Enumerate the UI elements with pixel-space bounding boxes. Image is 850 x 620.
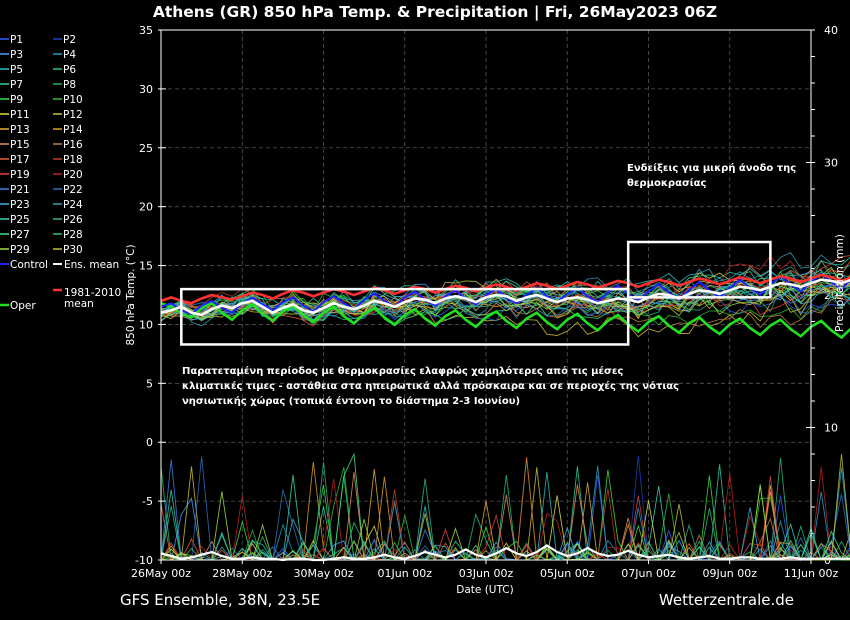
legend-label-p3: P3 bbox=[10, 49, 23, 61]
highlight-box-2 bbox=[626, 240, 772, 299]
y-tick-label: 25 bbox=[139, 142, 153, 155]
y-tick-label: 20 bbox=[139, 201, 153, 214]
x-tick-label: 11Jun 00z bbox=[784, 567, 839, 580]
x-tick-label: 28May 00z bbox=[212, 567, 272, 580]
legend-label-p23: P23 bbox=[10, 199, 30, 211]
highlight-boxes bbox=[180, 240, 772, 346]
footer-source: Wetterzentrale.de bbox=[659, 591, 794, 609]
legend-label-p26: P26 bbox=[63, 214, 83, 226]
legend-label-p6: P6 bbox=[63, 64, 76, 76]
ensemble-member-lines bbox=[160, 252, 850, 338]
legend-label-p24: P24 bbox=[63, 199, 83, 211]
legend-label-ens-mean: Ens. mean bbox=[64, 259, 119, 271]
legend-label-p13: P13 bbox=[10, 124, 30, 136]
y2-tick-label: 10 bbox=[824, 422, 838, 435]
y-tick-label: 5 bbox=[146, 377, 153, 390]
member-line-p15 bbox=[160, 265, 850, 321]
y-tick-label: 10 bbox=[139, 318, 153, 331]
legend: P1 P2 P3 P4 P5 P6 P7 P8 P9 P10 P11 P12 P13 P14 P15 P16 P… bbox=[0, 34, 121, 312]
y-tick-label: 35 bbox=[139, 24, 153, 37]
plot-frame bbox=[160, 29, 812, 561]
x-tick-label: 03Jun 00z bbox=[459, 567, 514, 580]
legend-label-p14: P14 bbox=[63, 124, 83, 136]
member-line-p7 bbox=[160, 256, 850, 313]
y-tick-label: -10 bbox=[135, 554, 153, 567]
chart-title: Athens (GR) 850 hPa Temp. & Precipitatio… bbox=[153, 3, 717, 22]
legend-label-p2: P2 bbox=[63, 34, 76, 46]
y2-tick-label: 0 bbox=[824, 554, 831, 567]
legend-label-p10: P10 bbox=[63, 94, 83, 106]
x-tick-label: 30May 00z bbox=[293, 567, 353, 580]
member-line-p16 bbox=[160, 293, 850, 329]
x-axis-ticks: 26May 00z 28May 00z 30May 00z 01Jun 00z 03Ju… bbox=[131, 557, 838, 580]
legend-label-p29: P29 bbox=[10, 244, 30, 256]
legend-label-p19: P19 bbox=[10, 169, 30, 181]
x-tick-label: 07Jun 00z bbox=[621, 567, 676, 580]
legend-label-p8: P8 bbox=[63, 79, 76, 91]
legend-label-p27: P27 bbox=[10, 229, 30, 241]
legend-label-oper: Oper bbox=[10, 300, 36, 312]
annotation-rise-line: Ενδείξεις για μικρή άνοδο της bbox=[627, 162, 796, 174]
y2-axis-label: Precipitation (mm) bbox=[834, 234, 846, 332]
annotations: Ενδείξεις για μικρή άνοδο της θερμοκρασία… bbox=[182, 162, 796, 407]
annotation-rise-line: θερμοκρασίας bbox=[627, 177, 707, 189]
x-tick-label: 09Jun 00z bbox=[703, 567, 758, 580]
legend-label-climate-mean-2: mean bbox=[64, 298, 94, 310]
legend-label-p12: P12 bbox=[63, 109, 83, 121]
annotation-period-line: νησιωτικής χώρας (τοπικά έντονη το διάστ… bbox=[182, 395, 520, 407]
legend-label-p20: P20 bbox=[63, 169, 83, 181]
legend-label-p22: P22 bbox=[63, 184, 83, 196]
legend-label-p28: P28 bbox=[63, 229, 83, 241]
x-tick-label: 05Jun 00z bbox=[540, 567, 595, 580]
member-line-p29 bbox=[160, 266, 850, 322]
x-tick-label: 01Jun 00z bbox=[378, 567, 433, 580]
x-axis-label: Date (UTC) bbox=[456, 584, 513, 596]
precip-member-lines bbox=[160, 452, 850, 562]
x-tick-label: 26May 00z bbox=[131, 567, 191, 580]
legend-label-p16: P16 bbox=[63, 139, 83, 151]
legend-label-p21: P21 bbox=[10, 184, 30, 196]
legend-label-p11: P11 bbox=[10, 109, 30, 121]
legend-label-p25: P25 bbox=[10, 214, 30, 226]
legend-label-p30: P30 bbox=[63, 244, 83, 256]
precip-ensemble-mean-line bbox=[160, 544, 850, 562]
y-tick-label: 30 bbox=[139, 83, 153, 96]
legend-label-p4: P4 bbox=[63, 49, 76, 61]
member-line-p26 bbox=[160, 259, 850, 321]
highlight-box-1 bbox=[180, 287, 630, 346]
y-tick-label: 15 bbox=[139, 260, 153, 273]
y2-tick-label: 40 bbox=[824, 24, 838, 37]
legend-label-p15: P15 bbox=[10, 139, 30, 151]
member-line-p6 bbox=[160, 284, 850, 326]
chart-grid bbox=[161, 30, 811, 560]
annotation-period-line: κλιματικές τιμες - αστάθεια στα ηπειρωτι… bbox=[182, 380, 679, 392]
legend-label-p5: P5 bbox=[10, 64, 23, 76]
oper-line bbox=[160, 301, 850, 340]
member-line-p9 bbox=[160, 270, 850, 317]
member-line-p30 bbox=[160, 278, 850, 320]
member-precip-p3 bbox=[161, 497, 850, 561]
y2-tick-label: 30 bbox=[824, 157, 838, 170]
annotation-period-line: Παρατεταμένη περίοδος με θερμοκρασίες ελ… bbox=[182, 365, 623, 377]
legend-label-p1: P1 bbox=[10, 34, 23, 46]
legend-label-p9: P9 bbox=[10, 94, 23, 106]
legend-label-p17: P17 bbox=[10, 154, 30, 166]
legend-label-p7: P7 bbox=[10, 79, 23, 91]
legend-label-climate-mean: 1981-2010 bbox=[64, 287, 121, 299]
y-axis-label: 850 hPa Temp. (°C) bbox=[125, 244, 137, 345]
legend-label-control: Control bbox=[10, 259, 48, 271]
member-line-p24 bbox=[160, 252, 850, 327]
y-tick-label: 0 bbox=[146, 436, 153, 449]
y-tick-label: -5 bbox=[142, 495, 153, 508]
footer-model: GFS Ensemble, 38N, 23.5E bbox=[120, 591, 320, 609]
member-line-p5 bbox=[160, 268, 850, 322]
legend-label-p18: P18 bbox=[63, 154, 83, 166]
